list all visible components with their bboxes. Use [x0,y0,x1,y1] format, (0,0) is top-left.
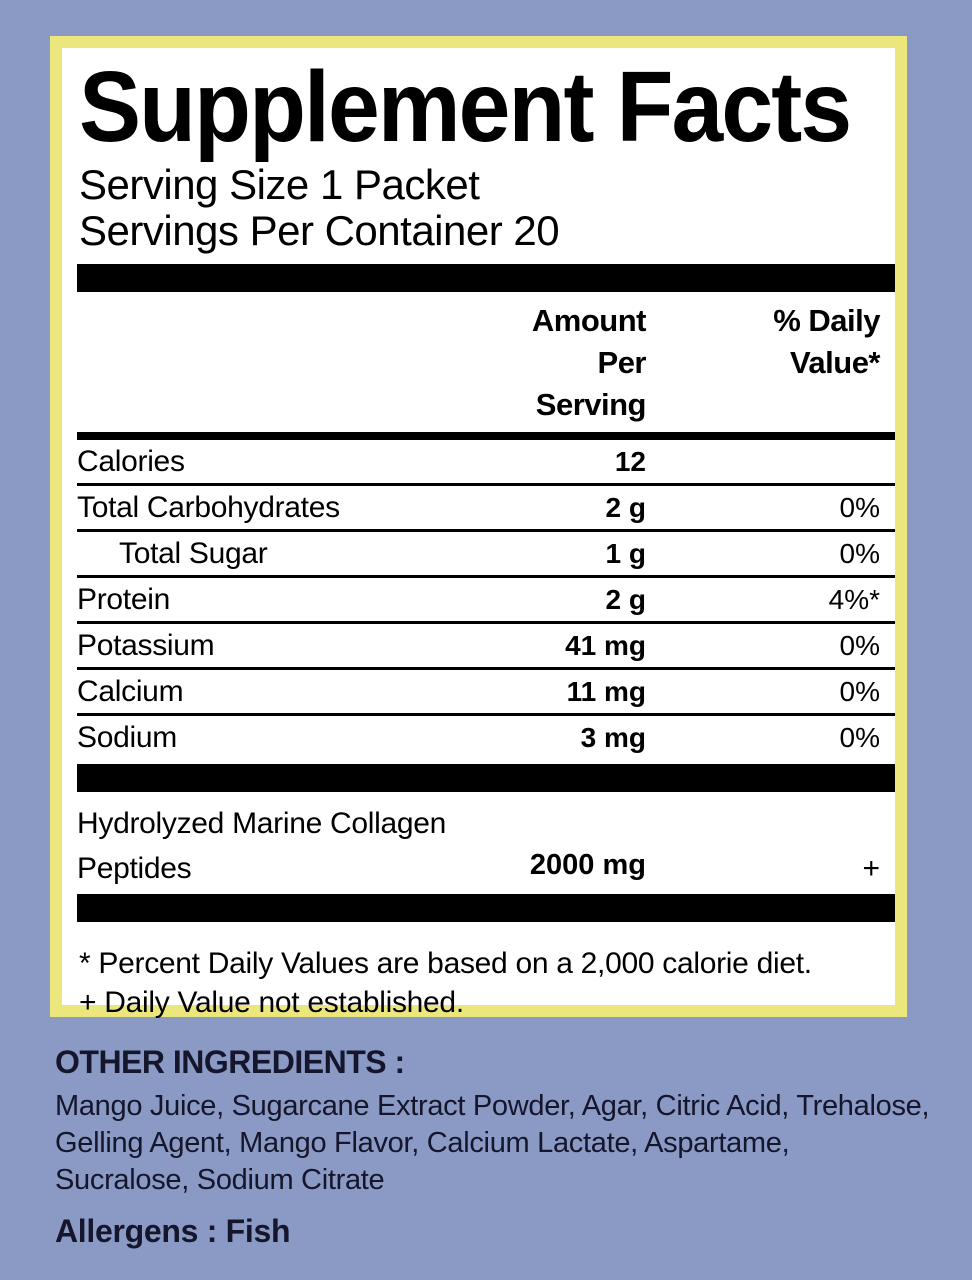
nutrient-row-total-carbohydrates: Total Carbohydrates 2 g 0% [77,486,895,532]
allergens-text: Allergens : Fish [55,1213,291,1249]
footnotes: * Percent Daily Values are based on a 2,… [79,944,895,1022]
amount-header-line2: Serving [535,387,647,422]
amount-per-serving-header: Amount Per Serving [486,300,647,426]
nutrient-row-total-sugar: Total Sugar 1 g 0% [77,532,895,578]
nutrient-dv: 0% [839,722,880,753]
collagen-amount: 2000 mg [529,848,646,881]
thick-rule-bottom [77,894,895,922]
nutrient-dv: 0% [839,537,880,569]
nutrient-amount: 1 g [605,537,646,569]
nutrient-dv: 0% [839,675,880,707]
other-ingredients-line: Sucralose, Sodium Citrate [55,1164,385,1196]
nutrient-row-potassium: Potassium 41 mg 0% [77,624,895,670]
supplement-facts-title: Supplement Facts [79,51,852,163]
nutrient-name: Total Sugar [119,536,268,570]
thick-rule-middle [77,764,895,792]
collagen-name-line1: Hydrolyzed Marine Collagen [77,807,447,840]
supplement-facts-panel: Supplement Facts Serving Size 1 Packet S… [50,36,907,1019]
collagen-dv-symbol: + [862,852,880,885]
dv-header-line2: Value* [789,345,881,380]
footnote-daily-values: * Percent Daily Values are based on a 2,… [79,947,812,980]
nutrient-row-sodium: Sodium 3 mg 0% [77,716,895,760]
nutrient-name: Potassium [77,628,215,662]
collagen-section: Hydrolyzed Marine Collagen Peptides 2000… [77,804,895,894]
nutrient-amount: 41 mg [565,629,646,661]
other-ingredients-heading: OTHER INGREDIENTS : [55,1044,405,1080]
footnote-not-established: + Daily Value not established. [79,986,464,1019]
nutrient-dv: 4%* [828,583,880,615]
nutrient-amount: 2 g [605,583,646,615]
nutrient-dv: 0% [839,491,880,523]
servings-per-container-text: Servings Per Container 20 [79,207,560,254]
nutrient-name: Calories [77,444,185,478]
supplement-facts-content: Supplement Facts Serving Size 1 Packet S… [62,51,895,1022]
collagen-name-line2: Peptides [77,852,192,885]
nutrient-dv: 0% [839,629,880,661]
other-ingredients-line: Gelling Agent, Mango Flavor, Calcium Lac… [55,1127,790,1159]
nutrient-amount: 3 mg [580,722,646,753]
amount-header-line1: Amount Per [531,303,647,380]
facts-table-body: Calories 12 Total Carbohydrates 2 g 0% T… [77,440,895,760]
serving-info: Serving Size 1 Packet Servings Per Conta… [79,162,895,254]
other-ingredients-line: Mango Juice, Sugarcane Extract Powder, A… [55,1090,930,1122]
facts-table-header: Amount Per Serving % Daily Value* [77,292,895,432]
daily-value-header: % Daily Value* [646,300,880,426]
thick-rule-top [77,264,895,292]
nutrient-amount: 11 mg [566,675,646,707]
nutrient-amount: 12 [614,445,646,477]
nutrient-name: Sodium [77,721,177,754]
bottom-section: OTHER INGREDIENTS : Mango Juice, Sugarca… [55,1042,955,1250]
dv-header-line1: % Daily [773,303,880,338]
nutrient-name: Total Carbohydrates [77,490,340,524]
serving-size-text: Serving Size 1 Packet [79,161,480,208]
nutrient-amount: 2 g [605,491,646,523]
nutrient-name: Protein [77,582,170,616]
nutrient-row-calcium: Calcium 11 mg 0% [77,670,895,716]
collagen-row: Peptides 2000 mg + [77,844,895,894]
nutrient-row-calories: Calories 12 [77,440,895,486]
header-spacer [77,300,486,426]
header-rule [77,432,895,440]
nutrient-row-protein: Protein 2 g 4%* [77,578,895,624]
other-ingredients-text: Mango Juice, Sugarcane Extract Powder, A… [55,1088,955,1199]
nutrient-name: Calcium [77,674,184,708]
